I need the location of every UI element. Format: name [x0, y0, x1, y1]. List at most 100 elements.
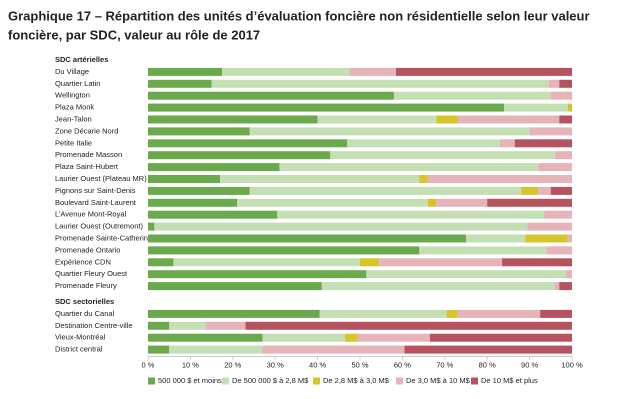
bar-segment: [546, 246, 572, 255]
bar-segment: [220, 175, 420, 183]
bar-segment: [148, 210, 278, 219]
bar-segment: [565, 270, 572, 279]
y-tick-label: L’Avenue Mont-Royal: [55, 210, 126, 219]
bar-segment: [529, 127, 572, 136]
y-tick-label: Laurier Ouest (Outremont): [55, 222, 143, 231]
bar-segment: [347, 139, 500, 148]
bar-segment: [148, 198, 238, 207]
y-tick-label: Destination Centre-ville: [55, 321, 133, 330]
bar-segment: [548, 79, 560, 88]
x-tick-label: 50 %: [351, 361, 368, 370]
legend-label: De 3,0 M$ à 10 M$: [406, 376, 471, 385]
chart-title: Graphique 17 – Répartition des unités d’…: [8, 8, 590, 23]
bar-segment: [544, 210, 572, 219]
y-tick-label: Plaza Monk: [55, 103, 94, 112]
bar-segment: [148, 270, 367, 279]
bar-segment: [404, 345, 572, 354]
y-tick-label: Promenade Fleury: [55, 281, 117, 290]
bar-segment: [262, 333, 346, 342]
bar-segment: [321, 282, 556, 291]
y-tick-label: Du Village: [55, 67, 89, 76]
bar-segment: [148, 127, 250, 136]
bar-segment: [148, 175, 221, 183]
bar-segment: [487, 198, 572, 207]
bar-segment: [555, 151, 572, 160]
bar-segment: [527, 222, 572, 231]
bar-segment: [148, 258, 174, 267]
y-tick-label: Vieux-Montréal: [55, 333, 106, 342]
x-tick-label: 40 %: [309, 361, 326, 370]
group-header: SDC sectorielles: [55, 297, 114, 306]
y-tick-label: Boulevard Saint-Laurent: [55, 198, 137, 207]
bar-segment: [148, 333, 263, 342]
bar-segment: [148, 246, 420, 255]
bar-segment: [330, 151, 556, 160]
bar-segment: [148, 67, 223, 76]
y-tick-label: Expérience CDN: [55, 257, 111, 266]
bar-segment: [550, 186, 572, 195]
y-tick-label: Promenade Ontario: [55, 245, 120, 254]
bar-segment: [567, 103, 572, 112]
bar-segment: [521, 186, 539, 195]
bar-segment: [429, 333, 572, 342]
legend-label: De 2,8 M$ à 3,0 M$: [323, 376, 390, 385]
bar-segment: [249, 127, 530, 136]
bar-segment: [154, 222, 528, 231]
y-tick-label: Pignons sur Saint-Denis: [55, 186, 136, 195]
bar-segment: [317, 115, 437, 124]
bar-segment: [148, 309, 320, 318]
y-tick-label: District central: [55, 345, 103, 354]
bar-segment: [148, 163, 280, 172]
y-tick-label: Petite Italie: [55, 138, 92, 147]
bar-segment: [538, 163, 572, 172]
x-tick-label: 70 %: [436, 361, 453, 370]
bar-segment: [457, 115, 560, 124]
bar-segment: [222, 67, 350, 76]
bar-segment: [559, 282, 572, 291]
bar-segment: [559, 79, 572, 88]
bar-segment: [169, 345, 263, 354]
y-tick-label: Laurier Ouest (Plateau MR): [55, 174, 147, 183]
bar-segment: [550, 91, 572, 100]
y-tick-label: Quartier du Canal: [55, 309, 115, 318]
x-tick-label: 80 %: [479, 361, 496, 370]
bar-segment: [436, 198, 488, 207]
x-tick-label: 30 %: [267, 361, 284, 370]
bar-segment: [379, 258, 503, 267]
bar-segment: [148, 234, 466, 243]
bar-segment: [525, 234, 568, 243]
bar-segment: [148, 186, 250, 195]
y-tick-label: Quartier Latin: [55, 79, 100, 88]
bar-segment: [504, 103, 568, 112]
bar-segment: [148, 79, 212, 88]
bar-segment: [446, 309, 458, 318]
bar-segment: [499, 139, 515, 148]
x-tick-label: 20 %: [224, 361, 241, 370]
y-tick-label: Zone Décarie Nord: [55, 126, 118, 135]
y-tick-label: Promenade Sainte-Catherine: [55, 233, 152, 242]
legend-swatch: [471, 377, 478, 385]
legend-swatch: [396, 377, 403, 385]
bar-segment: [366, 270, 566, 279]
bar-segment: [148, 151, 331, 160]
bar-segment: [559, 115, 572, 124]
bar-segment: [427, 175, 572, 183]
bar-segment: [148, 345, 170, 354]
bar-segment: [345, 333, 358, 342]
x-tick-label: 90 %: [521, 361, 538, 370]
bar-segment: [360, 258, 380, 267]
bar-segment: [427, 198, 437, 207]
bar-segment: [169, 321, 206, 330]
bar-segment: [457, 309, 541, 318]
bar-segment: [514, 139, 572, 148]
bar-segment: [555, 282, 560, 291]
bar-segment: [396, 67, 572, 76]
bar-segment: [357, 333, 430, 342]
bar-segment: [319, 309, 447, 318]
x-tick-label: 100 %: [561, 361, 583, 370]
bar-segment: [466, 234, 526, 243]
bar-segment: [502, 258, 572, 267]
bar-segment: [148, 321, 170, 330]
x-tick-label: 0 %: [142, 361, 155, 370]
